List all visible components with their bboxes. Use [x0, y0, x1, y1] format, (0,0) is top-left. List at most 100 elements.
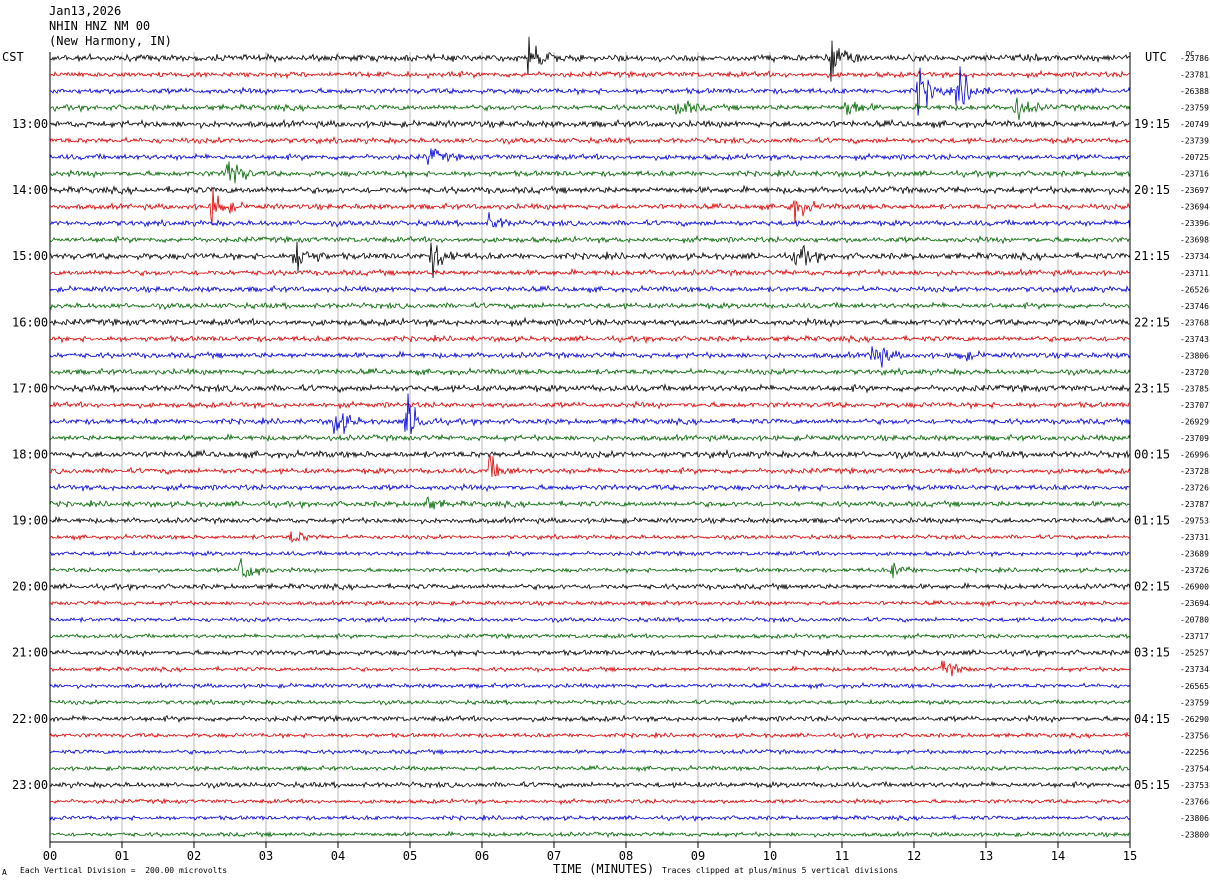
- cst-hour-label: 22:00: [12, 712, 48, 726]
- utc-hour-label: 05:15: [1134, 778, 1170, 792]
- x-tick-label: 09: [691, 849, 705, 863]
- seismic-trace-black: [49, 448, 1131, 460]
- seismic-trace-blue: [49, 748, 1131, 756]
- trace-offset-label: -23728: [1180, 467, 1209, 476]
- x-tick-label: 08: [619, 849, 633, 863]
- seismic-trace-green: [49, 558, 1131, 579]
- right-timezone-label: UTC: [1145, 50, 1167, 64]
- seismic-trace-blue: [49, 148, 1130, 165]
- trace-offset-label: -23709: [1180, 434, 1209, 443]
- seismic-trace-black: [49, 515, 1131, 526]
- seismic-trace-black: [49, 36, 1131, 82]
- seismic-trace-blue: [49, 813, 1131, 823]
- left-timezone-label: CST: [2, 50, 24, 64]
- cst-hour-label: 15:00: [12, 249, 48, 263]
- seismic-trace-red: [49, 797, 1131, 806]
- cst-hour-label: 19:00: [12, 514, 48, 528]
- seismic-traces: [49, 36, 1131, 839]
- utc-hour-label: 23:15: [1134, 381, 1170, 395]
- seismic-trace-red: [49, 400, 1130, 410]
- utc-hour-label: 03:15: [1134, 646, 1170, 660]
- seismic-trace-red: [49, 334, 1131, 345]
- seismic-trace-black: [49, 184, 1131, 196]
- trace-offset-label: -29753: [1180, 517, 1209, 526]
- trace-offset-label: -20725: [1180, 153, 1209, 162]
- seismic-trace-black: [49, 648, 1131, 658]
- trace-offset-label: -23707: [1180, 401, 1209, 410]
- cst-hour-label: 13:00: [12, 117, 48, 131]
- trace-offset-label: -26526: [1180, 285, 1209, 294]
- trace-offset-label: -23726: [1180, 566, 1209, 575]
- trace-offset-label: -23768: [1180, 318, 1209, 327]
- trace-offset-label: -23697: [1180, 186, 1209, 195]
- trace-offset-label: -23759: [1180, 104, 1209, 113]
- seismic-trace-green: [49, 97, 1131, 120]
- seismic-trace-green: [49, 161, 1131, 184]
- seismic-trace-green: [49, 301, 1131, 311]
- seismic-trace-green: [49, 698, 1131, 706]
- trace-offset-label: -23396: [1180, 219, 1209, 228]
- trace-offset-label: -23766: [1180, 797, 1209, 806]
- trace-offset-label: -23734: [1180, 665, 1209, 674]
- seismic-trace-green: [49, 830, 1131, 839]
- x-tick-label: 07: [547, 849, 561, 863]
- cst-hour-label: 14:00: [12, 183, 48, 197]
- trace-offset-label: -23739: [1180, 137, 1209, 146]
- utc-hour-label: 22:15: [1134, 315, 1170, 329]
- x-tick-label: 02: [187, 849, 201, 863]
- trace-offset-label: -20749: [1180, 120, 1209, 129]
- seismic-trace-black: [49, 118, 1131, 130]
- cst-hour-label: 21:00: [12, 646, 48, 660]
- station-location: (New Harmony, IN): [49, 34, 172, 48]
- trace-offset-label: -26290: [1180, 715, 1209, 724]
- x-tick-label: 11: [835, 849, 849, 863]
- station-code: NHIN HNZ NM 00: [49, 19, 151, 33]
- x-tick-label: 15: [1123, 849, 1137, 863]
- x-tick-label: 12: [907, 849, 921, 863]
- x-tick-label: 10: [763, 849, 777, 863]
- cst-hour-label: 16:00: [12, 315, 48, 329]
- utc-hour-label: 19:15: [1134, 117, 1170, 131]
- trace-offset-label: -23753: [1180, 781, 1209, 790]
- trace-offset-label: -26996: [1180, 450, 1209, 459]
- trace-offset-label: -26900: [1180, 583, 1209, 592]
- seismic-trace-black: [49, 383, 1131, 394]
- utc-hour-label: 02:15: [1134, 580, 1170, 594]
- seismic-trace-green: [49, 367, 1131, 377]
- seismic-trace-black: [49, 714, 1131, 724]
- clipping-note: Traces clipped at plus/minus 5 vertical …: [662, 866, 899, 875]
- seismic-trace-blue: [49, 346, 1131, 368]
- trace-offset-label: -23694: [1180, 599, 1209, 608]
- seismic-trace-green: [49, 764, 1131, 773]
- cst-hour-label: 23:00: [12, 778, 48, 792]
- seismic-trace-green: [49, 234, 1131, 245]
- utc-hour-label: 01:15: [1134, 514, 1170, 528]
- x-tick-label: 14: [1051, 849, 1065, 863]
- seismic-trace-blue: [49, 66, 1131, 116]
- seismic-trace-red: [49, 267, 1131, 278]
- cst-hour-label: 17:00: [12, 381, 48, 395]
- trace-offset-label: -22256: [1180, 748, 1209, 757]
- x-tick-label: 05: [403, 849, 417, 863]
- trace-offset-label: -23689: [1180, 550, 1209, 559]
- utc-hour-label: 04:15: [1134, 712, 1170, 726]
- trace-offset-label: -23694: [1180, 203, 1209, 212]
- seismic-trace-blue: [49, 682, 1131, 690]
- axis-labels: 00 01 02 03 04 05 06 07 08 09 10 11 12 13 14 15 -23786 -2…: [12, 54, 1209, 863]
- seismic-trace-red: [49, 531, 1131, 544]
- trace-offset-label: -26565: [1180, 682, 1209, 691]
- trace-offset-label: -23754: [1180, 764, 1209, 773]
- seismic-trace-blue: [49, 615, 1131, 624]
- trace-offset-label: -23756: [1180, 731, 1209, 740]
- seismic-trace-green: [49, 496, 1131, 510]
- x-tick-label: 01: [115, 849, 129, 863]
- utc-hour-label: 00:15: [1134, 447, 1170, 461]
- utc-hour-label: 21:15: [1134, 249, 1170, 263]
- x-tick-label: 03: [259, 849, 273, 863]
- x-tick-label: 00: [43, 849, 57, 863]
- trace-offset-label: -23717: [1180, 632, 1209, 641]
- seismic-trace-green: [49, 433, 1131, 443]
- cst-hour-label: 18:00: [12, 447, 48, 461]
- seismic-trace-blue: [49, 284, 1131, 294]
